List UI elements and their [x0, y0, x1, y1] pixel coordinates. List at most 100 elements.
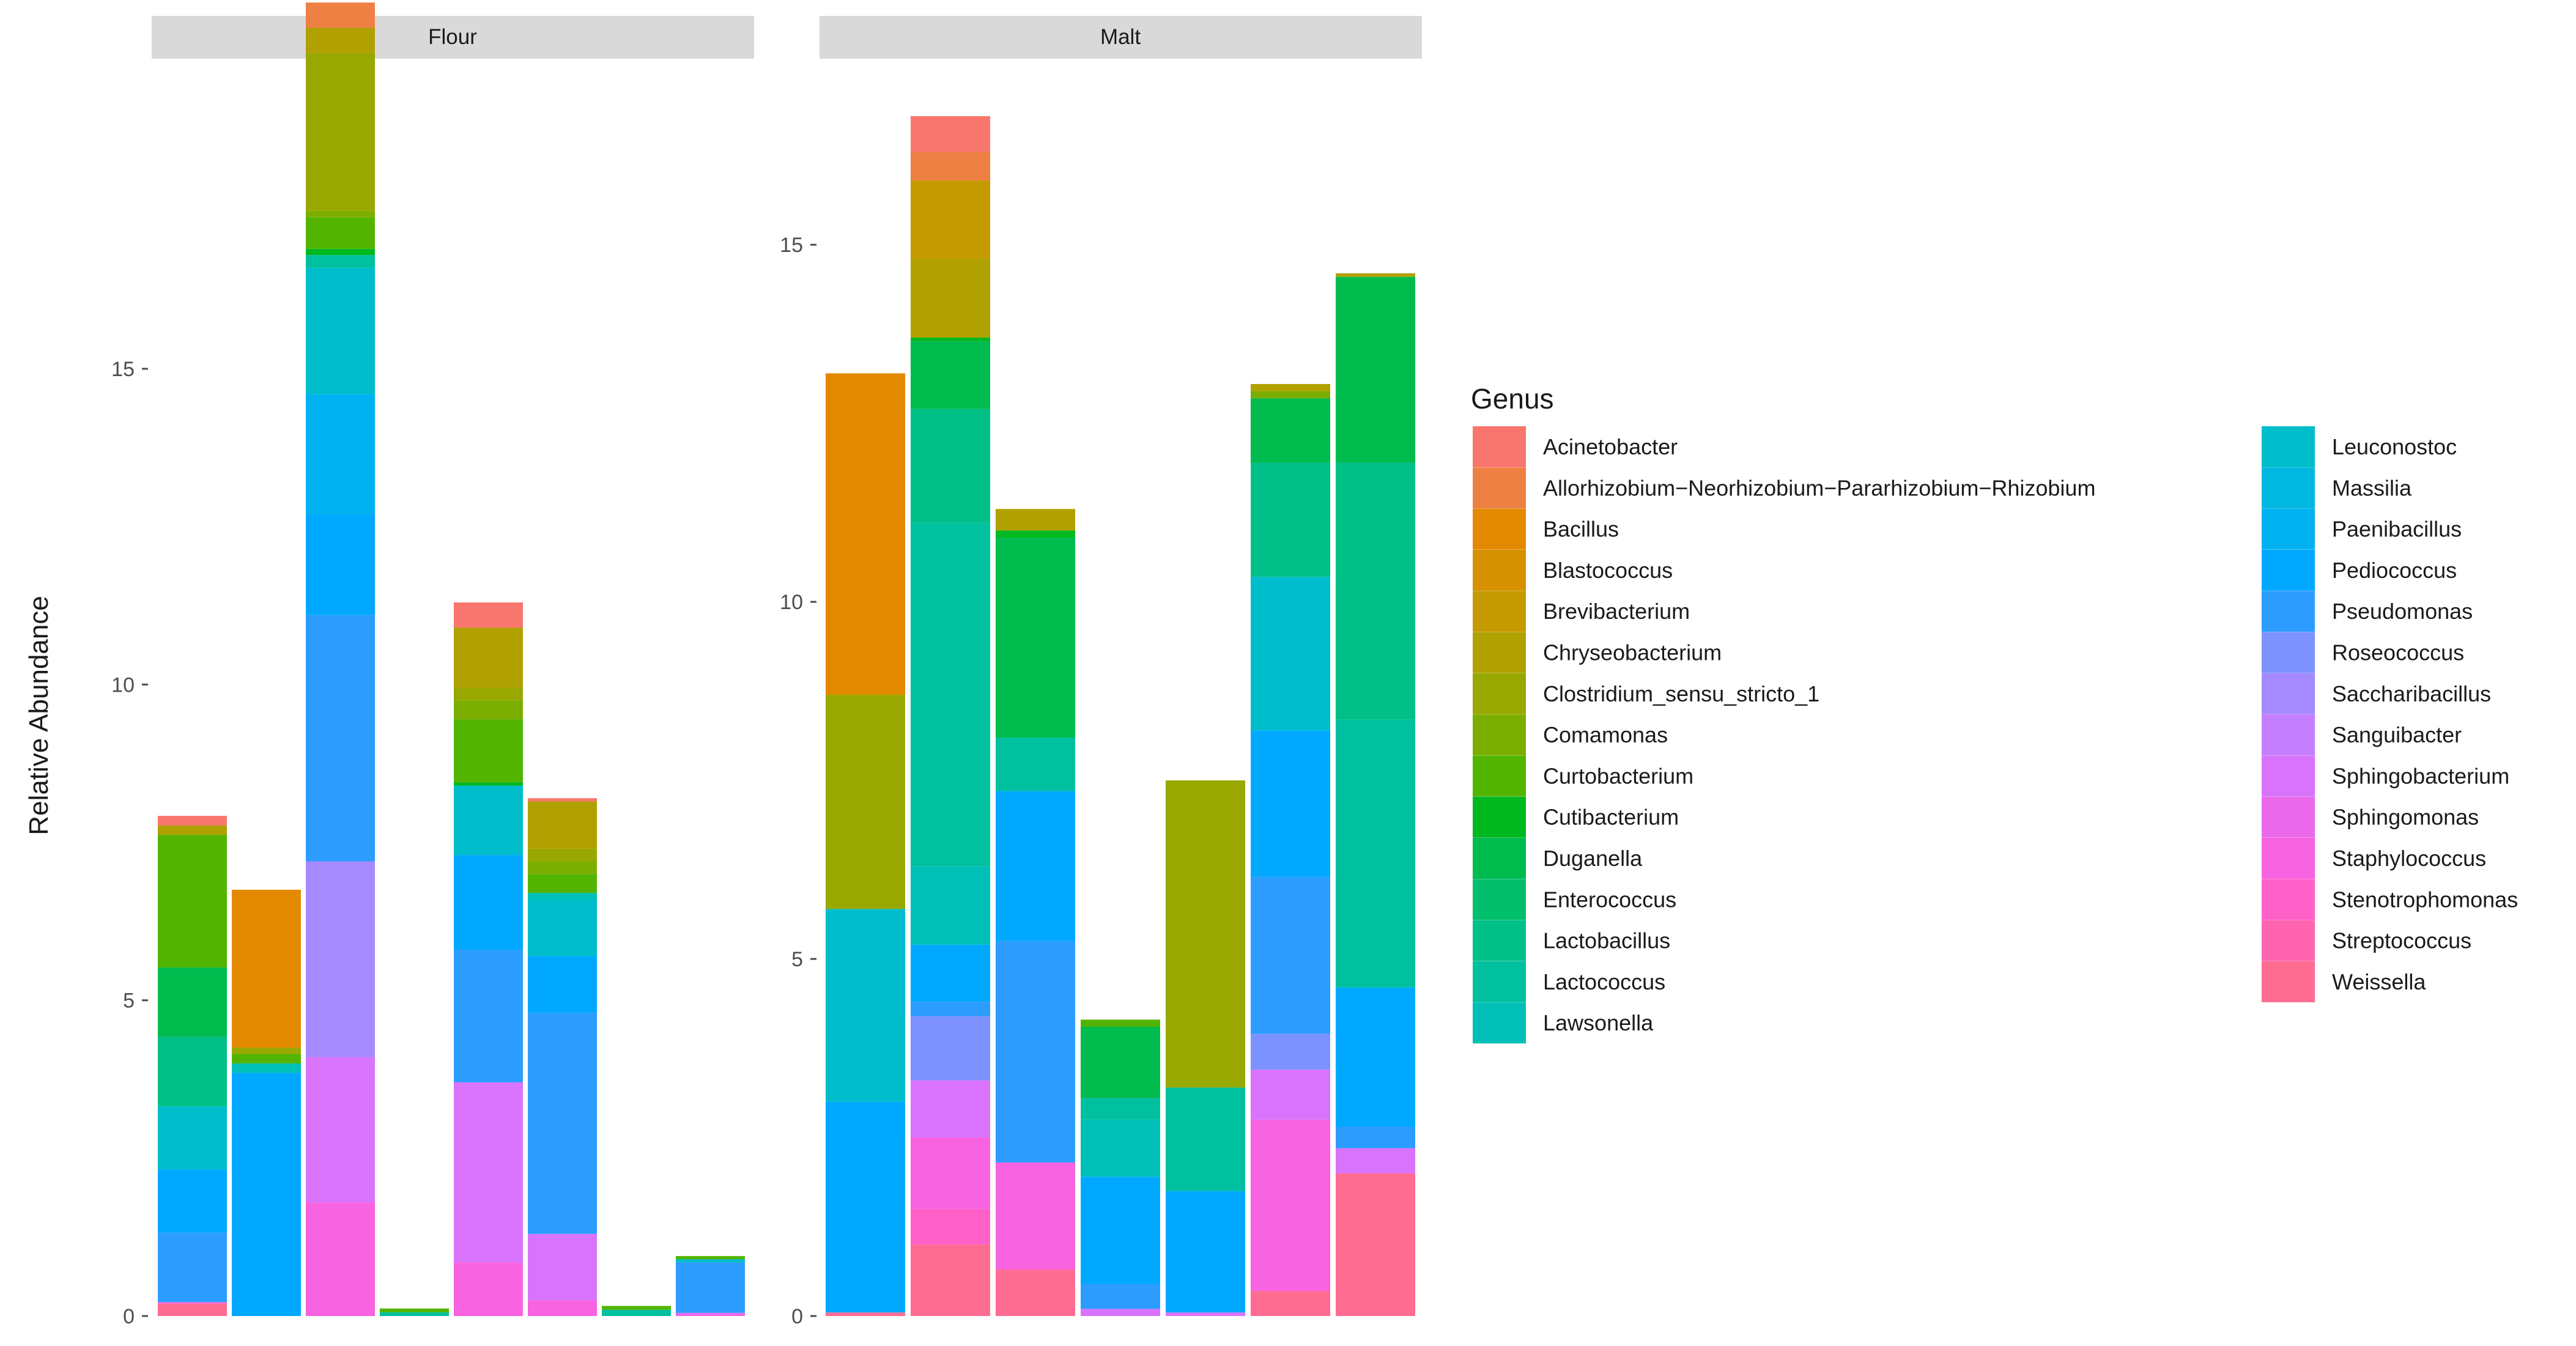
legend-item: Lactococcus [1473, 961, 1665, 1002]
bar-segment-cutibacterium [454, 782, 523, 786]
bar-segment-curtobacterium [380, 1308, 449, 1312]
legend-item: Massilia [2262, 467, 2412, 509]
bar-flour-5 [454, 602, 523, 1316]
facet-label-malt: Malt [1100, 25, 1141, 49]
y-tick-label: 0 [791, 1305, 803, 1328]
y-axis-flour: 0 5 10 15 [111, 358, 148, 1328]
legend: Genus Acinetobacter Allorhizobium−Neorhiz… [1471, 383, 2518, 1044]
bar-segment-staphylococcus [454, 1262, 523, 1316]
legend-label: Massilia [2332, 475, 2412, 500]
bar-segment-chryseobacterium [158, 825, 227, 835]
facet-strip-flour [152, 16, 754, 59]
bar-segment-sphingobacterium [1081, 1309, 1160, 1316]
bar-segment-lawsonella [911, 866, 990, 945]
bar-segment-staphylococcus [911, 1137, 990, 1209]
legend-label: Lawsonella [1543, 1010, 1654, 1035]
bar-segment-duganella [1081, 1027, 1160, 1098]
bar-segment-staphylococcus [306, 1202, 375, 1316]
legend-label: Weissella [2332, 969, 2426, 994]
bar-segment-chryseobacterium [996, 509, 1075, 531]
y-tick-label: 5 [791, 948, 803, 971]
bar-segment-lactobacillus [158, 1037, 227, 1107]
bar-segment-clostridium-sensu-stricto-1 [528, 848, 597, 862]
legend-label: Stenotrophomonas [2332, 887, 2518, 912]
bar-segment-weissella [1336, 1173, 1415, 1316]
legend-key [1473, 549, 1526, 591]
bar-segment-leuconostoc [826, 909, 905, 1102]
legend-label: Enterococcus [1543, 887, 1676, 912]
legend-label: Chryseobacterium [1543, 640, 1722, 665]
y-axis-malt: 0 5 10 15 [780, 234, 816, 1328]
legend-item: Lactobacillus [1473, 920, 1670, 961]
bar-segment-allorhizobium-neorhizobium-pararhizobium-rhizobium [911, 152, 990, 181]
bar-flour-2 [232, 889, 301, 1316]
bar-segment-pseudomonas [454, 950, 523, 1082]
bar-segment-pediococcus [1251, 730, 1330, 877]
bar-segment-chryseobacterium [306, 28, 375, 53]
bar-segment-comamonas [454, 700, 523, 720]
legend-item: Weissella [2262, 961, 2426, 1002]
bar-segment-pseudomonas [1251, 876, 1330, 1034]
legend-item: Sanguibacter [2262, 714, 2462, 756]
bar-segment-roseococcus [1251, 1034, 1330, 1070]
bar-segment-roseococcus [911, 1016, 990, 1081]
bar-segment-duganella [1336, 276, 1415, 463]
legend-item: Blastococcus [1473, 549, 1673, 591]
bar-malt-4 [1081, 1019, 1160, 1316]
bar-segment-weissella [158, 1303, 227, 1316]
legend-label: Pseudomonas [2332, 599, 2473, 624]
legend-item: Acinetobacter [1473, 426, 1678, 467]
bar-segment-lawsonella [1081, 1119, 1160, 1177]
bar-segment-pseudomonas [528, 1013, 597, 1234]
bar-segment-pediococcus [911, 944, 990, 1002]
bar-segment-pseudomonas [911, 1002, 990, 1016]
bar-segment-cutibacterium [996, 530, 1075, 538]
bar-segment-chryseobacterium [454, 627, 523, 688]
bar-segment-pediococcus [1336, 987, 1415, 1127]
legend-item: Pseudomonas [2262, 591, 2473, 632]
bar-segment-lactococcus [1166, 1087, 1245, 1191]
legend-label: Sanguibacter [2332, 722, 2462, 747]
legend-item: Cutibacterium [1473, 796, 1679, 838]
bar-malt-1 [826, 373, 905, 1316]
bar-segment-pediococcus [1081, 1177, 1160, 1284]
bar-segment-sphingobacterium [911, 1080, 990, 1138]
legend-label: Lactococcus [1543, 969, 1665, 994]
bar-segment-acinetobacter [454, 602, 523, 628]
bar-segment-lawsonella [232, 1063, 301, 1073]
bar-segment-clostridium-sensu-stricto-1 [454, 687, 523, 701]
bar-segment-staphylococcus [1251, 1119, 1330, 1292]
legend-key [2262, 714, 2315, 756]
legend-item: Roseococcus [2262, 632, 2464, 673]
bars-malt [826, 116, 1415, 1316]
legend-label: Pediococcus [2332, 558, 2457, 583]
bar-segment-chryseobacterium [1336, 273, 1415, 277]
legend-item: Streptococcus [2262, 920, 2471, 961]
bar-segment-weissella [826, 1312, 905, 1316]
bar-segment-brevibacterium [911, 180, 990, 259]
panel-malt: Malt 0 5 10 15 [780, 16, 1422, 1328]
legend-item: Allorhizobium−Neorhizobium−Pararhizobium… [1473, 467, 2095, 509]
y-tick-label: 15 [111, 358, 135, 381]
legend-label: Clostridium_sensu_stricto_1 [1543, 681, 1819, 706]
bar-malt-7 [1336, 273, 1415, 1316]
legend-label: Blastococcus [1543, 558, 1673, 583]
legend-label: Cutibacterium [1543, 805, 1679, 830]
legend-label: Leuconostoc [2332, 434, 2457, 459]
legend-label: Roseococcus [2332, 640, 2464, 665]
legend-label: Comamonas [1543, 722, 1668, 747]
bar-segment-lactococcus [306, 255, 375, 268]
facet-strip-malt [820, 16, 1422, 59]
bar-flour-1 [158, 816, 227, 1316]
legend-key [2262, 549, 2315, 591]
bar-segment-duganella [1251, 398, 1330, 463]
bar-segment-lactobacillus [911, 409, 990, 523]
bar-segment-pseudomonas [1081, 1284, 1160, 1309]
bar-segment-bacillus [232, 889, 301, 1048]
legend-key [1473, 591, 1526, 632]
legend-item: Paenibacillus [2262, 508, 2462, 550]
bar-segment-pseudomonas [158, 1232, 227, 1303]
bar-segment-cutibacterium [911, 338, 990, 341]
bar-segment-curtobacterium [454, 719, 523, 783]
legend-key [2262, 879, 2315, 920]
